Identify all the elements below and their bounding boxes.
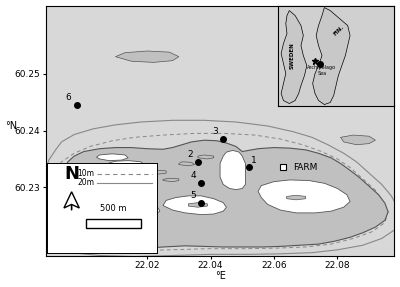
Polygon shape (96, 154, 128, 161)
Polygon shape (220, 150, 246, 190)
Polygon shape (163, 196, 226, 215)
Text: 4: 4 (190, 171, 196, 180)
Polygon shape (258, 180, 350, 213)
Polygon shape (116, 51, 179, 62)
Y-axis label: °N: °N (6, 121, 18, 131)
Polygon shape (138, 183, 157, 187)
Polygon shape (287, 195, 306, 200)
Text: FARM: FARM (293, 163, 317, 172)
Polygon shape (65, 140, 388, 249)
Text: 1: 1 (250, 156, 256, 165)
Text: 3: 3 (212, 127, 218, 136)
Polygon shape (87, 170, 122, 179)
Polygon shape (179, 162, 195, 166)
Polygon shape (340, 135, 376, 145)
Polygon shape (90, 195, 106, 200)
Polygon shape (163, 178, 179, 182)
X-axis label: °E: °E (215, 272, 226, 282)
Polygon shape (147, 170, 166, 174)
Polygon shape (198, 155, 214, 159)
Polygon shape (188, 203, 207, 207)
Polygon shape (109, 161, 144, 168)
Text: 6: 6 (65, 93, 71, 102)
Polygon shape (116, 210, 134, 214)
Text: 5: 5 (190, 191, 196, 200)
Text: 2: 2 (187, 150, 193, 159)
Polygon shape (100, 201, 125, 207)
Polygon shape (74, 190, 160, 220)
